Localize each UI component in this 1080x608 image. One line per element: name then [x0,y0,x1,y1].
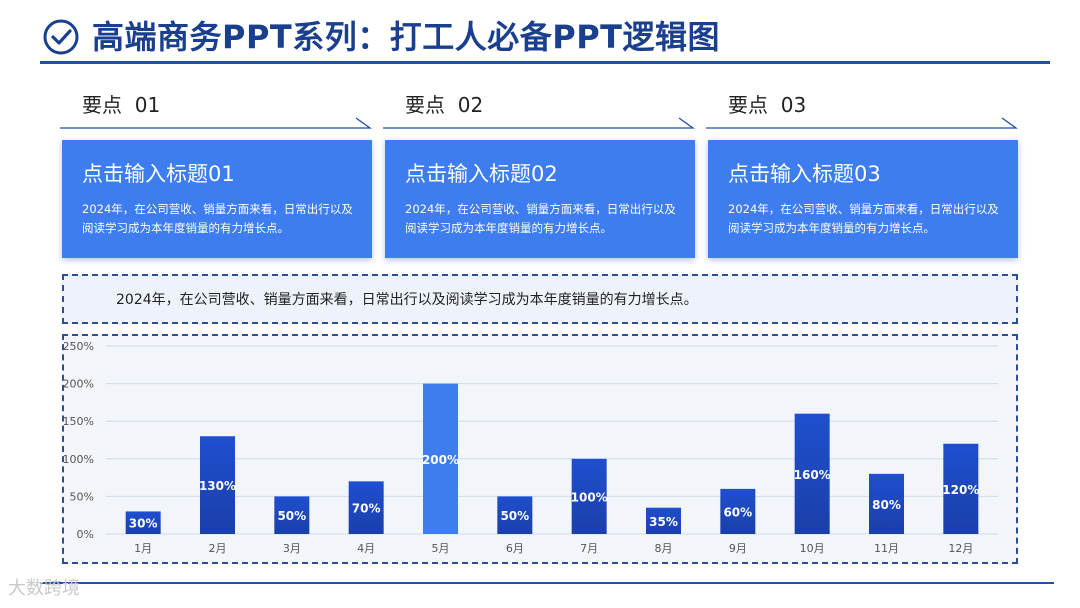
x-tick-label: 11月 [874,542,899,555]
card-description: 2024年，在公司营收、销量方面来看，日常出行以及阅读学习成为本年度销量的有力增… [82,202,353,235]
bar-data-label: 30% [129,517,158,531]
bar-data-label: 50% [500,509,529,523]
bar [794,413,830,534]
watermark-text: 大数跨境 [8,578,80,599]
page-title: 高端商务PPT系列：打工人必备PPT逻辑图 [92,18,720,56]
x-tick-label: 1月 [134,542,152,555]
point-underline [706,117,1018,129]
point-header-3: 要点 03 [708,88,806,122]
bar-data-label: 130% [199,479,236,493]
y-tick-label: 150% [64,415,94,428]
bar-data-label: 70% [352,502,381,516]
x-tick-label: 7月 [580,542,598,555]
point-card-2[interactable]: 点击输入标题02 2024年，在公司营收、销量方面来看，日常出行以及阅读学习成为… [385,140,695,258]
x-tick-label: 8月 [655,542,673,555]
point-underline [383,117,695,129]
bar [943,443,979,534]
check-circle-icon [43,19,79,55]
watermark: 大数跨境 [8,574,80,600]
card-description: 2024年，在公司营收、销量方面来看，日常出行以及阅读学习成为本年度销量的有力增… [405,202,676,235]
x-tick-label: 3月 [283,542,301,555]
point-number: 02 [457,93,484,117]
point-card-1[interactable]: 点击输入标题01 2024年，在公司营收、销量方面来看，日常出行以及阅读学习成为… [62,140,372,258]
bar-data-label: 35% [649,515,678,529]
bar-data-label: 120% [942,483,979,497]
bar [869,473,904,534]
point-label: 要点 [82,93,122,117]
x-tick-label: 10月 [800,542,825,555]
summary-box: 2024年，在公司营收、销量方面来看，日常出行以及阅读学习成为本年度销量的有力增… [62,274,1018,324]
bar-data-label: 60% [723,505,752,519]
bar [200,436,235,534]
point-card-3[interactable]: 点击输入标题03 2024年，在公司营收、销量方面来看，日常出行以及阅读学习成为… [708,140,1018,258]
y-tick-label: 0% [77,528,94,541]
bar [571,458,607,534]
bar [125,511,161,534]
bar [348,481,384,534]
title-divider [40,61,1050,64]
bar-data-label: 160% [794,468,831,482]
point-label: 要点 [728,93,768,117]
y-tick-label: 250% [64,340,94,353]
bar-data-label: 100% [571,490,608,504]
card-description: 2024年，在公司营收、销量方面来看，日常出行以及阅读学习成为本年度销量的有力增… [728,202,999,235]
point-number: 01 [134,93,161,117]
bar-data-label: 200% [422,453,459,467]
card-title[interactable]: 点击输入标题02 [405,162,558,186]
bar-chart: 0% 50% 100% 150% 200% 250% 30% 1月 130% 2月 50% 3月 70%… [64,340,998,555]
bar [423,383,458,534]
x-tick-label: 2月 [209,542,227,555]
x-tick-label: 5月 [432,542,450,555]
point-header-2: 要点 02 [385,88,483,122]
x-tick-label: 9月 [729,542,747,555]
bar [274,496,310,534]
bar-data-label: 50% [277,509,306,523]
y-tick-label: 100% [64,453,94,466]
bar [646,507,681,534]
summary-text: 2024年，在公司营收、销量方面来看，日常出行以及阅读学习成为本年度销量的有力增… [116,292,698,308]
y-tick-label: 50% [70,490,94,503]
point-number: 03 [780,93,807,117]
bar [497,496,533,534]
footer-divider [40,582,1054,584]
x-tick-label: 6月 [506,542,524,555]
point-header-1: 要点 01 [62,88,160,122]
x-tick-label: 4月 [357,542,375,555]
bar [720,488,756,534]
point-underline [60,117,372,129]
y-tick-label: 200% [64,378,94,391]
point-label: 要点 [405,93,445,117]
bar-data-label: 80% [872,498,901,512]
x-tick-label: 12月 [948,542,973,555]
card-title[interactable]: 点击输入标题03 [728,162,881,186]
card-title[interactable]: 点击输入标题01 [82,162,235,186]
chart-container: 0% 50% 100% 150% 200% 250% 30% 1月 130% 2月 50% 3月 70%… [62,334,1018,564]
